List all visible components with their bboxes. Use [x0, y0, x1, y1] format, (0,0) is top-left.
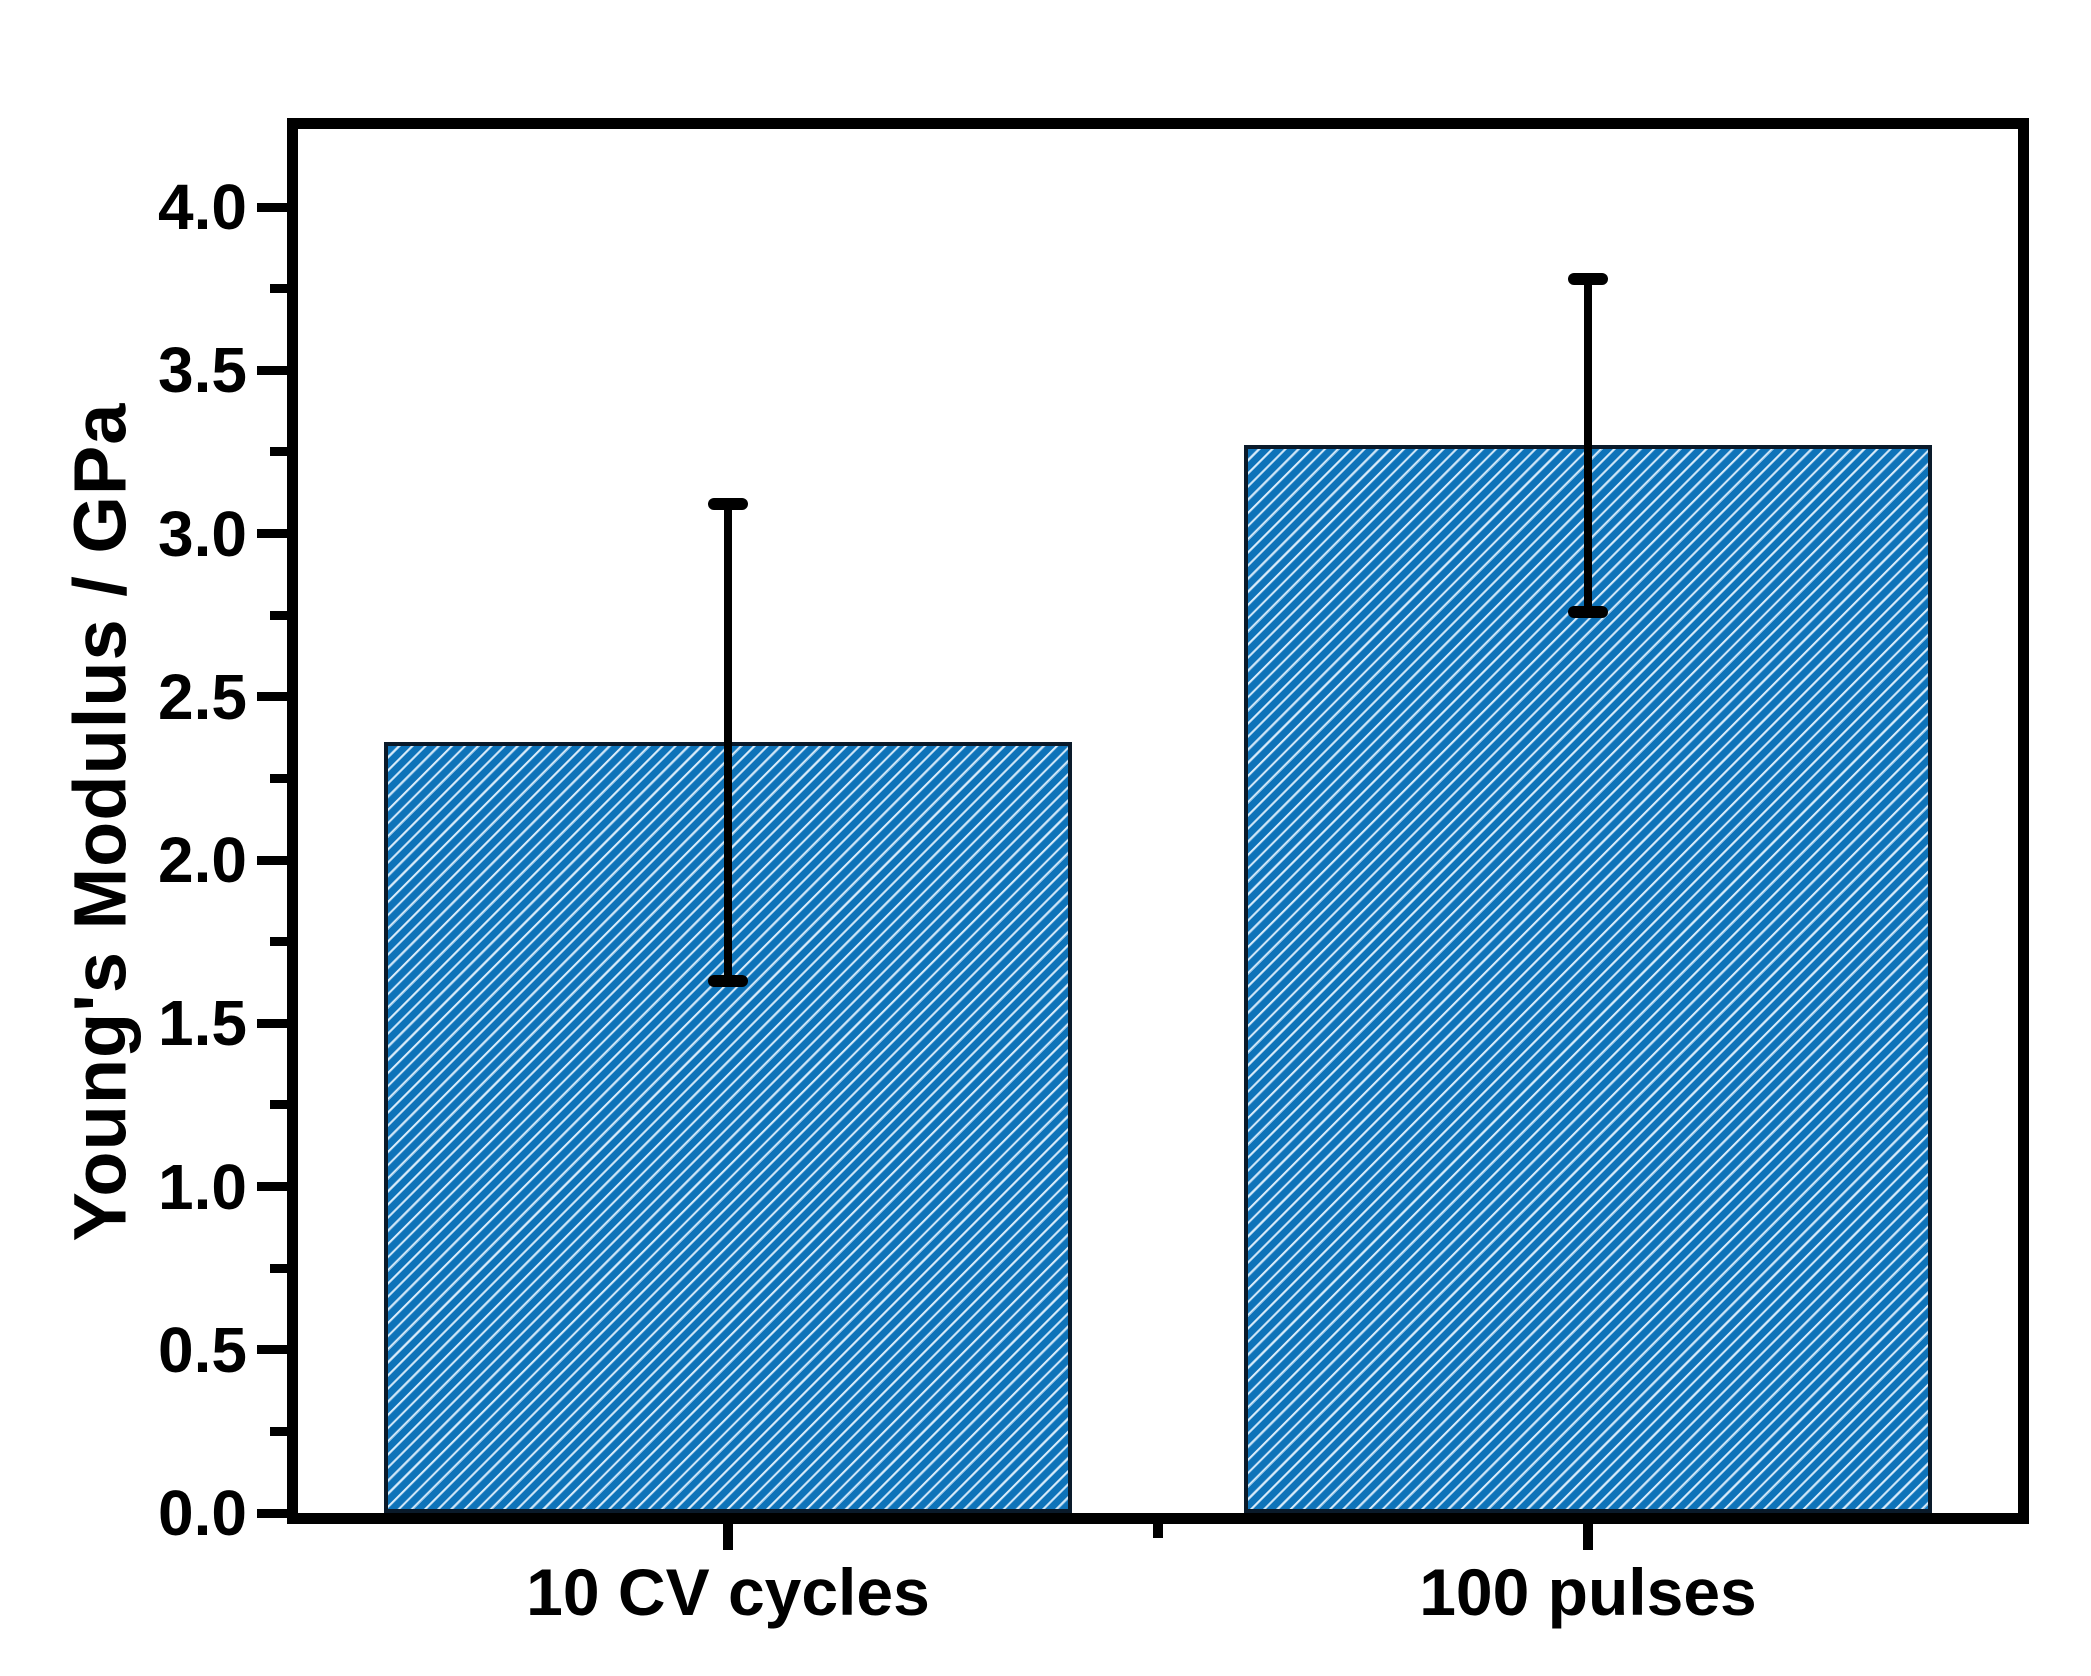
y-minor-tick	[270, 610, 287, 620]
y-major-tick	[257, 1182, 287, 1191]
x-major-tick	[723, 1524, 733, 1550]
y-major-tick	[257, 202, 287, 212]
y-tick-label: 0.0	[158, 1477, 247, 1549]
error-bar-top-cap-100-pulses	[1568, 272, 1608, 285]
error-bar-stem-100-pulses	[1584, 278, 1592, 612]
x-major-tick	[1583, 1524, 1593, 1550]
y-minor-tick	[270, 937, 287, 947]
y-tick-label: 4.0	[158, 171, 247, 243]
y-major-tick	[257, 855, 287, 865]
error-bar-bottom-cap-10-cv-cycles	[708, 974, 748, 987]
y-major-tick	[257, 692, 287, 702]
y-tick-label: 3.0	[158, 497, 247, 570]
y-tick-label: 1.5	[158, 987, 247, 1060]
y-tick-label: 2.5	[158, 660, 247, 733]
x-category-label: 10 CV cycles	[526, 1555, 930, 1629]
y-tick-label: 1.0	[158, 1150, 247, 1223]
bar-100-pulses	[1244, 445, 1932, 1513]
y-major-tick	[257, 1018, 287, 1028]
error-bar-bottom-cap-100-pulses	[1568, 605, 1608, 618]
y-major-tick	[257, 529, 287, 538]
y-tick-label: 2.0	[158, 824, 247, 896]
y-minor-tick	[270, 1426, 287, 1436]
x-category-label: 100 pulses	[1419, 1555, 1757, 1629]
y-tick-label: 0.5	[158, 1313, 247, 1386]
y-minor-tick	[270, 447, 287, 457]
error-bar-stem-10-cv-cycles	[724, 504, 732, 981]
x-minor-tick	[1153, 1524, 1163, 1538]
y-minor-tick	[270, 284, 287, 294]
y-minor-tick	[270, 773, 287, 783]
y-major-tick	[257, 1345, 287, 1355]
error-bar-top-cap-10-cv-cycles	[708, 498, 748, 511]
y-minor-tick	[270, 1100, 287, 1110]
y-minor-tick	[270, 1263, 287, 1273]
y-major-tick	[257, 1508, 287, 1518]
y-tick-label: 3.5	[158, 334, 247, 407]
y-major-tick	[257, 365, 287, 375]
